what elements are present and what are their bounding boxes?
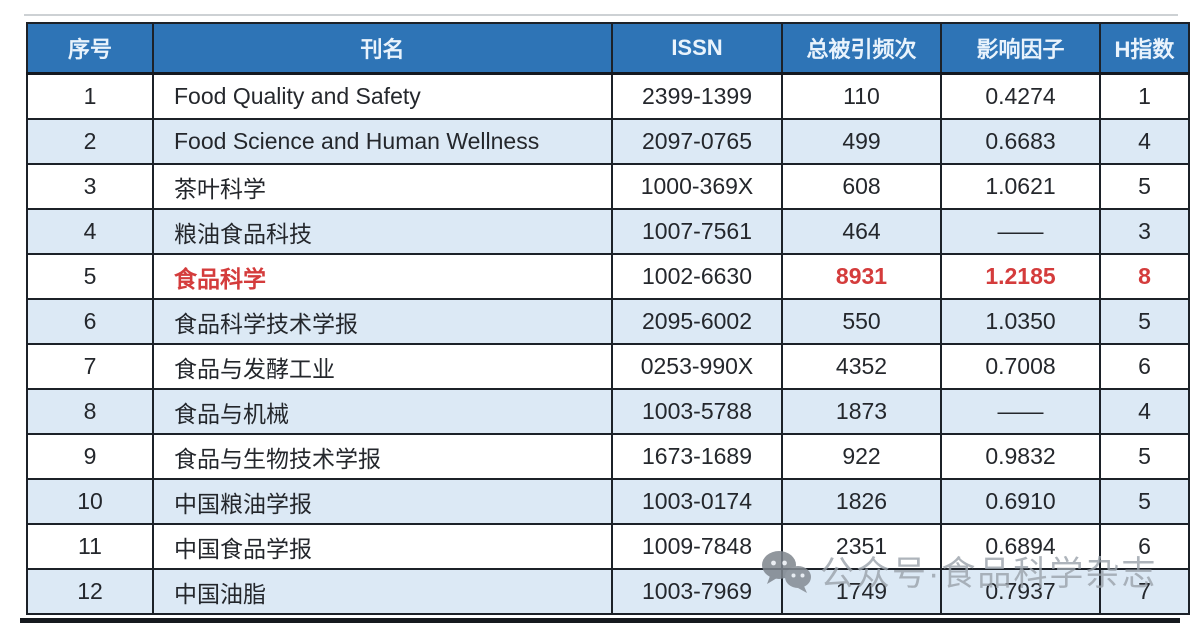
cell-impact_factor: 0.6894 (940, 523, 1101, 570)
cell-citations: 922 (781, 433, 942, 480)
cell-name: 食品科学技术学报 (152, 298, 613, 345)
cell-issn: 2095-6002 (611, 298, 783, 345)
cell-h_index: 4 (1099, 118, 1190, 165)
header-row: 序号 刊名 ISSN 总被引频次 影响因子 H指数 (26, 22, 1190, 75)
table-row: 6 食品科学技术学报 2095-6002 550 1.0350 5 (26, 298, 1190, 345)
cell-name: 中国食品学报 (152, 523, 613, 570)
cell-issn: 1009-7848 (611, 523, 783, 570)
column-header-impact_factor: 影响因子 (940, 22, 1101, 75)
table-row: 9 食品与生物技术学报 1673-1689 922 0.9832 5 (26, 433, 1190, 480)
column-header-index: 序号 (26, 22, 154, 75)
cell-index: 3 (26, 163, 154, 210)
cell-issn: 1003-5788 (611, 388, 783, 435)
cell-issn: 0253-990X (611, 343, 783, 390)
cell-name: 食品科学 (152, 253, 613, 300)
column-header-name: 刊名 (152, 22, 613, 75)
cell-issn: 1003-7969 (611, 568, 783, 615)
cell-h_index: 5 (1099, 298, 1190, 345)
cell-issn: 2399-1399 (611, 72, 783, 120)
table-body: 1 Food Quality and Safety 2399-1399 110 0.42… (26, 72, 1190, 615)
cell-h_index: 5 (1099, 478, 1190, 525)
cell-h_index: 5 (1099, 163, 1190, 210)
top-divider-line (24, 14, 1178, 16)
cell-h_index: 7 (1099, 568, 1190, 615)
table-row: 5 食品科学 1002-6630 8931 1.2185 8 (26, 253, 1190, 300)
cell-index: 1 (26, 72, 154, 120)
cell-citations: 4352 (781, 343, 942, 390)
table-row: 11 中国食品学报 1009-7848 2351 0.6894 6 (26, 523, 1190, 570)
cell-name: 粮油食品科技 (152, 208, 613, 255)
cell-index: 2 (26, 118, 154, 165)
cell-impact_factor: 1.0350 (940, 298, 1101, 345)
cell-citations: 608 (781, 163, 942, 210)
cell-citations: 499 (781, 118, 942, 165)
table-header: 序号 刊名 ISSN 总被引频次 影响因子 H指数 (26, 22, 1190, 75)
cell-impact_factor: 1.0621 (940, 163, 1101, 210)
table-row: 10 中国粮油学报 1003-0174 1826 0.6910 5 (26, 478, 1190, 525)
cell-citations: 110 (781, 72, 942, 120)
cell-index: 7 (26, 343, 154, 390)
table-row: 12 中国油脂 1003-7969 1749 0.7937 7 (26, 568, 1190, 615)
cell-name: 中国油脂 (152, 568, 613, 615)
cell-issn: 1673-1689 (611, 433, 783, 480)
cell-issn: 1007-7561 (611, 208, 783, 255)
cell-index: 10 (26, 478, 154, 525)
column-header-issn: ISSN (611, 22, 783, 75)
cell-citations: 550 (781, 298, 942, 345)
table-row: 2 Food Science and Human Wellness 2097-076… (26, 118, 1190, 165)
cell-impact_factor: 0.6683 (940, 118, 1101, 165)
cell-name: Food Science and Human Wellness (152, 118, 613, 165)
cell-impact_factor: 1.2185 (940, 253, 1101, 300)
cell-name: 茶叶科学 (152, 163, 613, 210)
cell-impact_factor: —— (940, 388, 1101, 435)
cell-name: 食品与生物技术学报 (152, 433, 613, 480)
table-row: 7 食品与发酵工业 0253-990X 4352 0.7008 6 (26, 343, 1190, 390)
table-row: 4 粮油食品科技 1007-7561 464 —— 3 (26, 208, 1190, 255)
cell-index: 8 (26, 388, 154, 435)
cell-name: 中国粮油学报 (152, 478, 613, 525)
cell-name: 食品与发酵工业 (152, 343, 613, 390)
cell-name: Food Quality and Safety (152, 72, 613, 120)
column-header-citations: 总被引频次 (781, 22, 942, 75)
cell-impact_factor: 0.7008 (940, 343, 1101, 390)
cell-impact_factor: 0.4274 (940, 72, 1101, 120)
cell-h_index: 6 (1099, 523, 1190, 570)
journal-ranking-table: 序号 刊名 ISSN 总被引频次 影响因子 H指数 1 Food Quality and S… (26, 22, 1190, 615)
table-row: 3 茶叶科学 1000-369X 608 1.0621 5 (26, 163, 1190, 210)
cell-h_index: 4 (1099, 388, 1190, 435)
table-row: 8 食品与机械 1003-5788 1873 —— 4 (26, 388, 1190, 435)
table-row: 1 Food Quality and Safety 2399-1399 110 0.42… (26, 72, 1190, 120)
cell-name: 食品与机械 (152, 388, 613, 435)
cell-index: 6 (26, 298, 154, 345)
cell-h_index: 1 (1099, 72, 1190, 120)
bottom-divider-line (20, 618, 1180, 623)
column-header-h_index: H指数 (1099, 22, 1190, 75)
cell-index: 4 (26, 208, 154, 255)
cell-impact_factor: 0.9832 (940, 433, 1101, 480)
cell-impact_factor: 0.7937 (940, 568, 1101, 615)
cell-issn: 1002-6630 (611, 253, 783, 300)
cell-h_index: 6 (1099, 343, 1190, 390)
cell-h_index: 3 (1099, 208, 1190, 255)
cell-issn: 1000-369X (611, 163, 783, 210)
cell-h_index: 8 (1099, 253, 1190, 300)
cell-citations: 464 (781, 208, 942, 255)
cell-index: 5 (26, 253, 154, 300)
cell-index: 11 (26, 523, 154, 570)
cell-h_index: 5 (1099, 433, 1190, 480)
cell-index: 9 (26, 433, 154, 480)
cell-issn: 2097-0765 (611, 118, 783, 165)
cell-citations: 1749 (781, 568, 942, 615)
cell-issn: 1003-0174 (611, 478, 783, 525)
cell-citations: 2351 (781, 523, 942, 570)
cell-index: 12 (26, 568, 154, 615)
cell-citations: 1873 (781, 388, 942, 435)
cell-impact_factor: —— (940, 208, 1101, 255)
cell-citations: 8931 (781, 253, 942, 300)
cell-impact_factor: 0.6910 (940, 478, 1101, 525)
cell-citations: 1826 (781, 478, 942, 525)
